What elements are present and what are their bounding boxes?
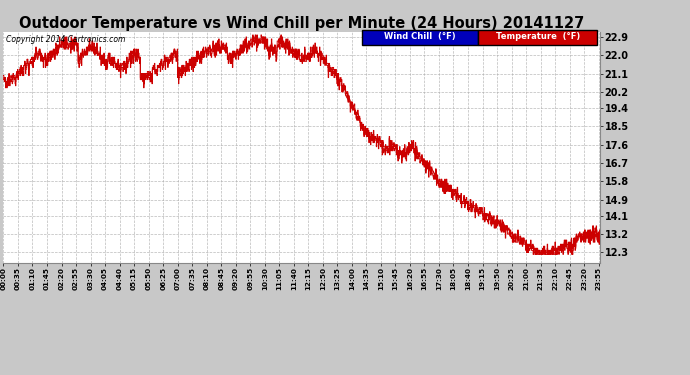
Text: Wind Chill  (°F): Wind Chill (°F) — [384, 33, 455, 42]
FancyBboxPatch shape — [478, 30, 598, 45]
Text: Copyright 2014 Cartronics.com: Copyright 2014 Cartronics.com — [6, 35, 126, 44]
FancyBboxPatch shape — [362, 30, 478, 45]
Title: Outdoor Temperature vs Wind Chill per Minute (24 Hours) 20141127: Outdoor Temperature vs Wind Chill per Mi… — [19, 16, 584, 31]
Text: Temperature  (°F): Temperature (°F) — [495, 33, 580, 42]
